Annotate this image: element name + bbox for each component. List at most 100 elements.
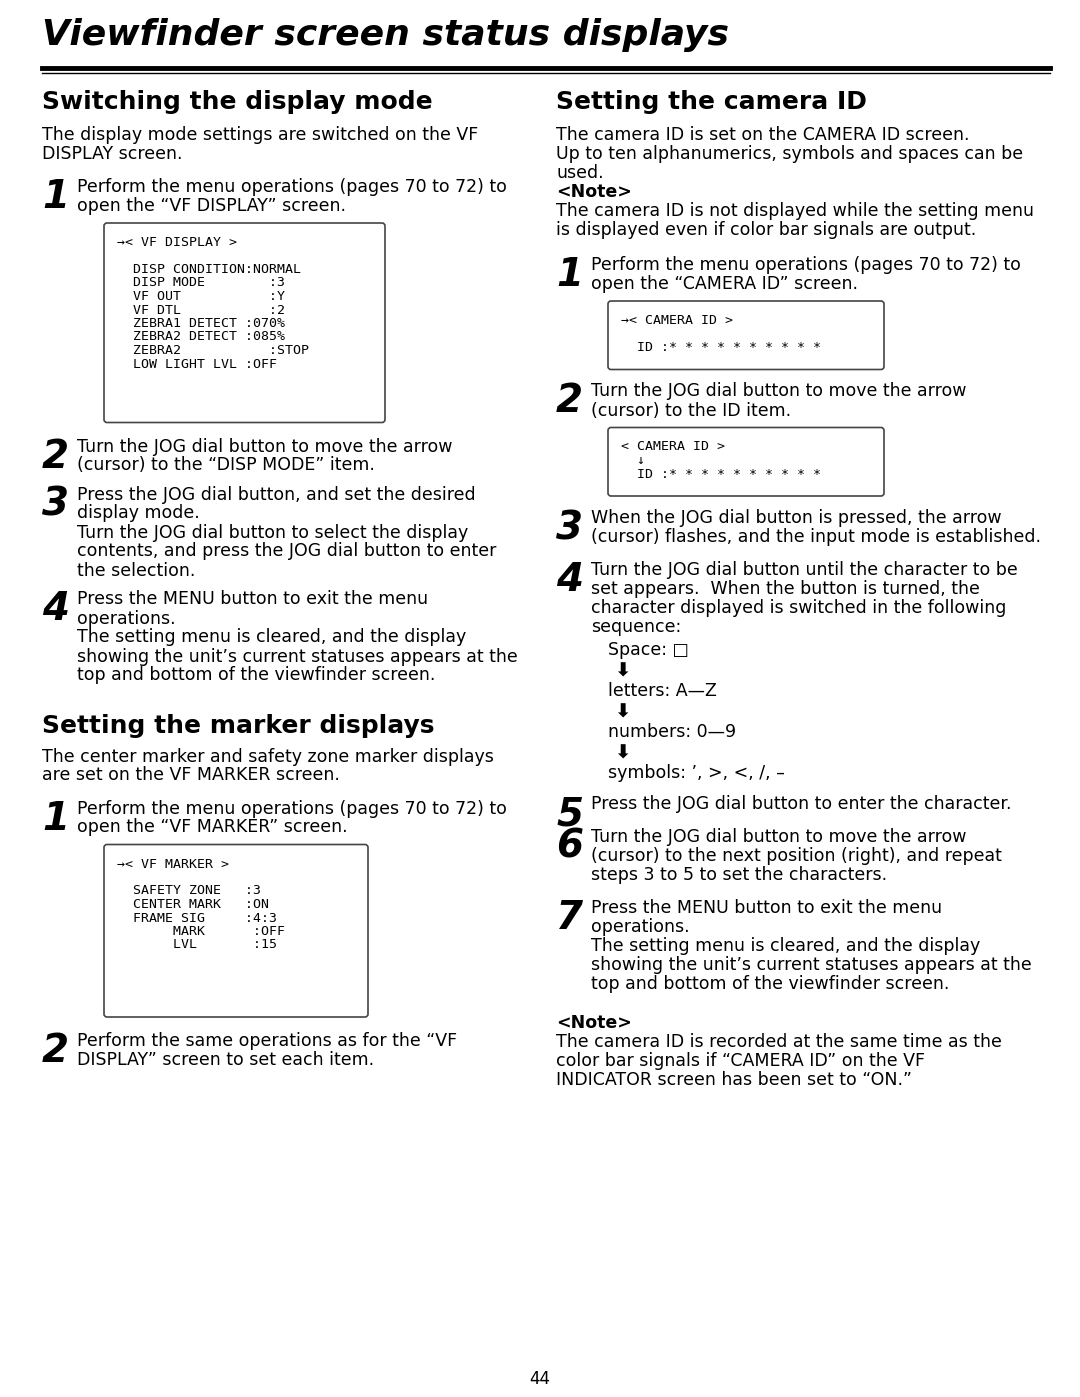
Text: 3: 3 (556, 509, 583, 548)
Text: The setting menu is cleared, and the display: The setting menu is cleared, and the dis… (77, 629, 467, 647)
Text: The camera ID is set on the CAMERA ID screen.: The camera ID is set on the CAMERA ID sc… (556, 126, 970, 144)
Text: top and bottom of the viewfinder screen.: top and bottom of the viewfinder screen. (77, 666, 435, 685)
Text: 4: 4 (42, 591, 69, 629)
Text: (cursor) flashes, and the input mode is established.: (cursor) flashes, and the input mode is … (591, 528, 1041, 546)
Text: DISPLAY” screen to set each item.: DISPLAY” screen to set each item. (77, 1051, 374, 1069)
Text: VF DTL           :2: VF DTL :2 (117, 303, 285, 317)
Text: Press the MENU button to exit the menu: Press the MENU button to exit the menu (591, 900, 942, 916)
Text: CENTER MARK   :ON: CENTER MARK :ON (117, 898, 269, 911)
Text: 3: 3 (42, 486, 69, 524)
Text: display mode.: display mode. (77, 504, 200, 522)
Text: ⬇: ⬇ (615, 662, 631, 680)
Text: Perform the menu operations (pages 70 to 72) to: Perform the menu operations (pages 70 to… (591, 256, 1021, 274)
Text: open the “VF MARKER” screen.: open the “VF MARKER” screen. (77, 819, 348, 837)
Text: ID :* * * * * * * * * *: ID :* * * * * * * * * * (621, 468, 821, 481)
Text: →< CAMERA ID >: →< CAMERA ID > (621, 314, 733, 327)
Text: ZEBRA2           :STOP: ZEBRA2 :STOP (117, 344, 309, 358)
Text: Switching the display mode: Switching the display mode (42, 89, 433, 115)
Text: 1: 1 (42, 799, 69, 837)
Text: SAFETY ZONE   :3: SAFETY ZONE :3 (117, 884, 261, 897)
Text: 6: 6 (556, 828, 583, 866)
Text: steps 3 to 5 to set the characters.: steps 3 to 5 to set the characters. (591, 866, 887, 884)
Text: Up to ten alphanumerics, symbols and spaces can be: Up to ten alphanumerics, symbols and spa… (556, 145, 1023, 163)
Text: →< VF DISPLAY >: →< VF DISPLAY > (117, 236, 237, 249)
Text: the selection.: the selection. (77, 562, 195, 580)
Text: letters: A—Z: letters: A—Z (608, 682, 717, 700)
Text: MARK      :OFF: MARK :OFF (117, 925, 285, 937)
Text: The camera ID is not displayed while the setting menu: The camera ID is not displayed while the… (556, 203, 1034, 219)
Text: ↓: ↓ (621, 454, 645, 467)
Text: 1: 1 (42, 177, 69, 217)
Text: contents, and press the JOG dial button to enter: contents, and press the JOG dial button … (77, 542, 497, 560)
FancyBboxPatch shape (608, 427, 885, 496)
Text: top and bottom of the viewfinder screen.: top and bottom of the viewfinder screen. (591, 975, 949, 993)
Text: (cursor) to the “DISP MODE” item.: (cursor) to the “DISP MODE” item. (77, 457, 375, 475)
Text: ⬇: ⬇ (615, 745, 631, 763)
Text: symbols: ’, >, <, /, –: symbols: ’, >, <, /, – (608, 764, 785, 782)
Text: 2: 2 (556, 383, 583, 420)
Text: is displayed even if color bar signals are output.: is displayed even if color bar signals a… (556, 221, 976, 239)
Text: (cursor) to the ID item.: (cursor) to the ID item. (591, 401, 792, 419)
Text: Press the MENU button to exit the menu: Press the MENU button to exit the menu (77, 591, 428, 609)
Text: Perform the menu operations (pages 70 to 72) to: Perform the menu operations (pages 70 to… (77, 799, 507, 817)
Text: set appears.  When the button is turned, the: set appears. When the button is turned, … (591, 580, 980, 598)
Text: 7: 7 (556, 900, 583, 937)
FancyBboxPatch shape (104, 224, 384, 422)
Text: FRAME SIG     :4:3: FRAME SIG :4:3 (117, 911, 276, 925)
Text: open the “CAMERA ID” screen.: open the “CAMERA ID” screen. (591, 275, 858, 293)
Text: LVL       :15: LVL :15 (117, 939, 276, 951)
Text: DISP CONDITION:NORMAL: DISP CONDITION:NORMAL (117, 263, 301, 277)
Text: numbers: 0—9: numbers: 0—9 (608, 724, 737, 740)
Text: ⬇: ⬇ (615, 703, 631, 722)
Text: showing the unit’s current statuses appears at the: showing the unit’s current statuses appe… (591, 956, 1031, 974)
Text: showing the unit’s current statuses appears at the: showing the unit’s current statuses appe… (77, 647, 517, 665)
Text: Space: □: Space: □ (608, 641, 689, 659)
Text: Setting the camera ID: Setting the camera ID (556, 89, 867, 115)
Text: Turn the JOG dial button to move the arrow: Turn the JOG dial button to move the arr… (591, 383, 967, 401)
Text: Press the JOG dial button to enter the character.: Press the JOG dial button to enter the c… (591, 795, 1012, 813)
Text: color bar signals if “CAMERA ID” on the VF: color bar signals if “CAMERA ID” on the … (556, 1052, 924, 1070)
Text: 5: 5 (556, 795, 583, 833)
Text: The display mode settings are switched on the VF: The display mode settings are switched o… (42, 126, 478, 144)
Text: < CAMERA ID >: < CAMERA ID > (621, 440, 725, 454)
Text: ID :* * * * * * * * * *: ID :* * * * * * * * * * (621, 341, 821, 353)
Text: Setting the marker displays: Setting the marker displays (42, 714, 434, 738)
Text: Perform the same operations as for the “VF: Perform the same operations as for the “… (77, 1032, 457, 1051)
Text: open the “VF DISPLAY” screen.: open the “VF DISPLAY” screen. (77, 197, 346, 215)
Text: <Note>: <Note> (556, 183, 632, 201)
Text: are set on the VF MARKER screen.: are set on the VF MARKER screen. (42, 767, 340, 785)
Text: The camera ID is recorded at the same time as the: The camera ID is recorded at the same ti… (556, 1032, 1002, 1051)
Text: DISPLAY screen.: DISPLAY screen. (42, 145, 183, 163)
Text: 44: 44 (529, 1370, 551, 1389)
Text: LOW LIGHT LVL :OFF: LOW LIGHT LVL :OFF (117, 358, 276, 370)
FancyBboxPatch shape (608, 300, 885, 369)
Text: Press the JOG dial button, and set the desired: Press the JOG dial button, and set the d… (77, 486, 475, 503)
Text: DISP MODE        :3: DISP MODE :3 (117, 277, 285, 289)
Text: ZEBRA2 DETECT :085%: ZEBRA2 DETECT :085% (117, 331, 285, 344)
FancyBboxPatch shape (104, 845, 368, 1017)
Text: 2: 2 (42, 437, 69, 475)
Text: ZEBRA1 DETECT :070%: ZEBRA1 DETECT :070% (117, 317, 285, 330)
Text: 2: 2 (42, 1032, 69, 1070)
Text: →< VF MARKER >: →< VF MARKER > (117, 858, 229, 870)
Text: The setting menu is cleared, and the display: The setting menu is cleared, and the dis… (591, 937, 981, 956)
Text: VF OUT           :Y: VF OUT :Y (117, 291, 285, 303)
Text: character displayed is switched in the following: character displayed is switched in the f… (591, 599, 1007, 617)
Text: 4: 4 (556, 562, 583, 599)
Text: <Note>: <Note> (556, 1014, 632, 1032)
Text: Perform the menu operations (pages 70 to 72) to: Perform the menu operations (pages 70 to… (77, 177, 507, 196)
Text: INDICATOR screen has been set to “ON.”: INDICATOR screen has been set to “ON.” (556, 1071, 912, 1090)
Text: Turn the JOG dial button to select the display: Turn the JOG dial button to select the d… (77, 524, 469, 542)
Text: The center marker and safety zone marker displays: The center marker and safety zone marker… (42, 747, 494, 766)
Text: Viewfinder screen status displays: Viewfinder screen status displays (42, 18, 729, 52)
Text: Turn the JOG dial button until the character to be: Turn the JOG dial button until the chara… (591, 562, 1017, 578)
Text: used.: used. (556, 163, 604, 182)
Text: Turn the JOG dial button to move the arrow: Turn the JOG dial button to move the arr… (77, 437, 453, 455)
Text: operations.: operations. (591, 918, 690, 936)
Text: operations.: operations. (77, 609, 176, 627)
Text: When the JOG dial button is pressed, the arrow: When the JOG dial button is pressed, the… (591, 509, 1001, 527)
Text: sequence:: sequence: (591, 617, 681, 636)
Text: (cursor) to the next position (right), and repeat: (cursor) to the next position (right), a… (591, 847, 1002, 865)
Text: 1: 1 (556, 256, 583, 293)
Text: Turn the JOG dial button to move the arrow: Turn the JOG dial button to move the arr… (591, 828, 967, 847)
